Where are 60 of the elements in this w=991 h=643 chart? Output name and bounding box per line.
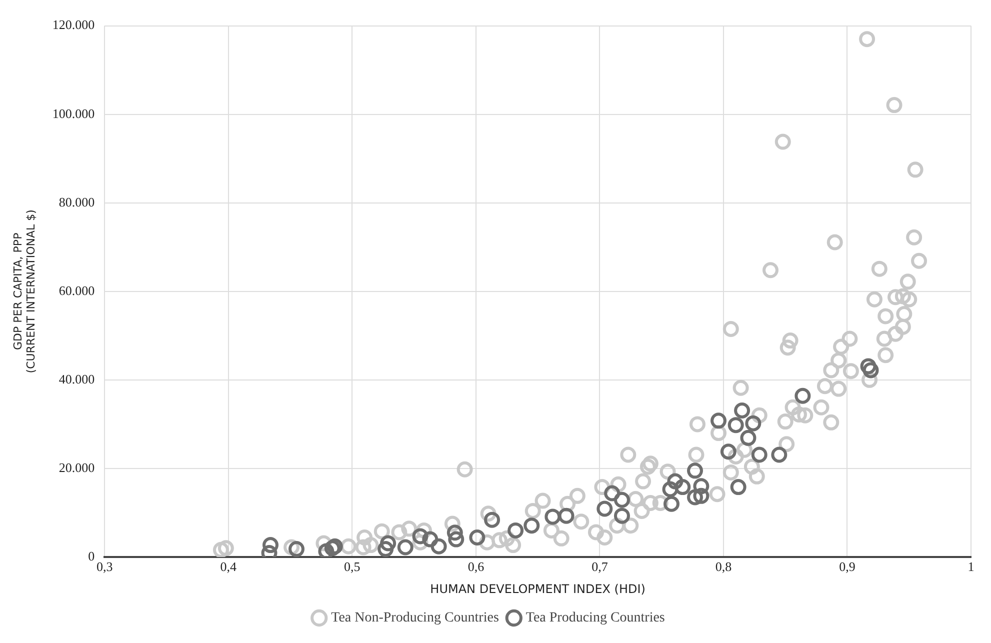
point (596, 500, 613, 517)
y-tick-label: 100.000 (52, 106, 95, 121)
point (614, 508, 630, 524)
y-axis-title: GDP PER CAPITA, PPP (CURRENT INTERNATIONAL $) (11, 210, 38, 374)
point (693, 488, 710, 504)
point (288, 541, 304, 557)
point (728, 417, 744, 434)
y-tick-label: 80.000 (58, 194, 95, 210)
y-tick-label: 120.000 (52, 17, 95, 32)
point (448, 531, 464, 548)
point (558, 508, 574, 524)
x-tick-label: 0,6 (468, 559, 485, 574)
point (740, 430, 756, 446)
point (262, 537, 278, 554)
point (693, 478, 710, 494)
point (751, 446, 768, 463)
point (667, 473, 684, 490)
point (794, 388, 811, 404)
x-tick-label: 0,3 (96, 559, 113, 574)
point (484, 512, 500, 528)
point (604, 485, 620, 502)
point (544, 508, 561, 525)
point (730, 479, 746, 496)
legend-label: Tea Producing Countries (526, 610, 665, 626)
point (430, 538, 447, 554)
point (422, 531, 438, 548)
x-axis-title: HUMAN DEVELOPMENT INDEX (HDI) (430, 582, 646, 596)
point (862, 362, 879, 378)
point (745, 415, 762, 432)
point (720, 444, 736, 460)
point (397, 539, 414, 556)
point (508, 522, 524, 538)
point (318, 543, 334, 557)
point (524, 518, 540, 534)
point (674, 479, 691, 496)
point (614, 492, 630, 508)
point (469, 530, 486, 546)
x-tick-label: 0,8 (715, 559, 732, 574)
y-tick-label: 20.000 (58, 460, 95, 475)
point (663, 496, 680, 512)
point (687, 462, 704, 479)
x-tick-label: 1 (968, 559, 974, 574)
point (378, 541, 394, 557)
point (771, 446, 788, 463)
point (710, 412, 727, 429)
x-tick-label: 0,7 (592, 559, 608, 574)
x-tick-label: 0,4 (220, 559, 238, 574)
point (662, 481, 678, 498)
y-tick-label: 60.000 (58, 282, 95, 298)
y-tick-label: 0 (88, 548, 95, 564)
point (687, 489, 704, 506)
point (860, 358, 876, 374)
y-tick-label: 40.000 (58, 371, 95, 386)
x-tick-label: 0,9 (839, 559, 856, 574)
point (446, 524, 463, 541)
legend-label: Tea Non-Producing Countries (331, 610, 499, 626)
point (380, 535, 396, 552)
point (412, 528, 428, 544)
x-tick-label: 0,5 (344, 559, 360, 574)
point (734, 402, 750, 418)
